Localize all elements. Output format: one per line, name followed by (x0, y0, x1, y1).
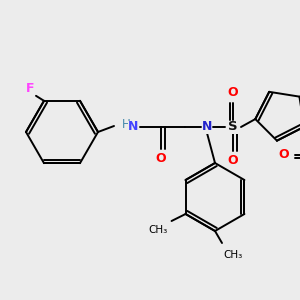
Text: CH₃: CH₃ (148, 225, 167, 235)
Text: N: N (202, 121, 212, 134)
Text: S: S (228, 121, 238, 134)
Text: H: H (122, 118, 130, 130)
Text: F: F (26, 82, 34, 95)
Text: O: O (156, 152, 166, 166)
Text: O: O (279, 148, 290, 161)
Text: CH₃: CH₃ (224, 250, 243, 260)
Text: O: O (228, 154, 238, 167)
Text: N: N (128, 121, 138, 134)
Text: O: O (228, 86, 238, 100)
